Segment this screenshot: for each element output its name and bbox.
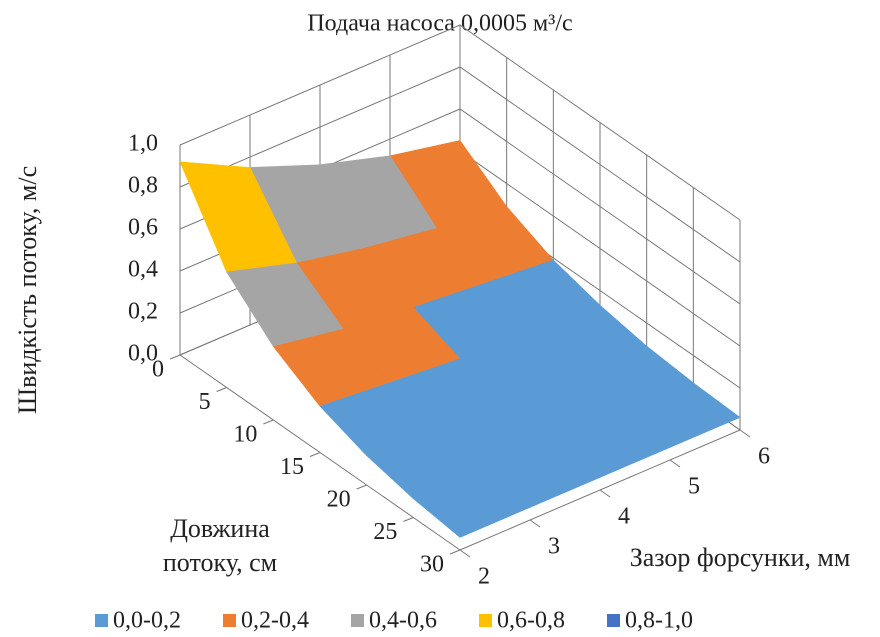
x-tick-label: 25	[373, 519, 397, 545]
legend-swatch	[223, 614, 236, 627]
tick-mark	[403, 517, 414, 522]
tick-mark	[169, 354, 181, 360]
legend-label: 0,4-0,6	[369, 608, 437, 634]
tick-mark	[459, 549, 471, 558]
tick-mark	[263, 419, 274, 425]
tick-mark	[739, 429, 751, 438]
x-tick-label: 15	[280, 454, 304, 480]
y-axis-label: Зазор форсунки, мм	[630, 543, 851, 572]
tick-mark	[599, 489, 611, 498]
chart-title: Подача насоса 0,0005 м³/с	[307, 11, 572, 37]
y-tick-label: 6	[758, 444, 770, 470]
x-tick-label: 0	[152, 357, 164, 383]
legend-label: 0,6-0,8	[497, 608, 565, 634]
tick-mark	[309, 452, 321, 457]
tick-mark	[449, 549, 461, 555]
z-axis-label: Швидкість потоку, м/с	[13, 166, 42, 414]
axis-line	[179, 354, 461, 551]
legend-swatch	[95, 614, 108, 627]
legend-swatch	[479, 614, 492, 627]
x-axis-label: Довжина потоку, см	[162, 514, 278, 577]
tick-mark	[216, 387, 227, 392]
legend-swatch	[607, 614, 620, 627]
z-tick-label: 1,0	[128, 131, 158, 157]
x-tick-label: 30	[420, 552, 444, 578]
legend-swatch	[351, 614, 364, 627]
legend-label: 0,0-0,2	[113, 608, 181, 634]
y-tick-label: 3	[548, 534, 560, 560]
x-tick-label: 10	[233, 422, 257, 448]
z-tick-label: 0,0	[128, 341, 158, 367]
axis-line	[459, 429, 741, 551]
y-tick-label: 5	[688, 474, 700, 500]
y-tick-label: 2	[478, 564, 490, 590]
surface-cell	[412, 470, 531, 538]
tick-mark	[529, 519, 541, 528]
z-tick-label: 0,4	[128, 257, 158, 283]
z-tick-label: 0,6	[128, 215, 158, 241]
tick-mark	[356, 484, 367, 490]
x-tick-label: 20	[327, 487, 351, 513]
y-tick-label: 4	[618, 504, 630, 530]
tick-mark	[669, 459, 681, 468]
legend-label: 0,8-1,0	[625, 608, 693, 634]
z-tick-label: 0,8	[128, 173, 158, 199]
legend-label: 0,2-0,4	[241, 608, 309, 634]
z-tick-label: 0,2	[128, 299, 158, 325]
x-tick-label: 5	[199, 389, 211, 415]
